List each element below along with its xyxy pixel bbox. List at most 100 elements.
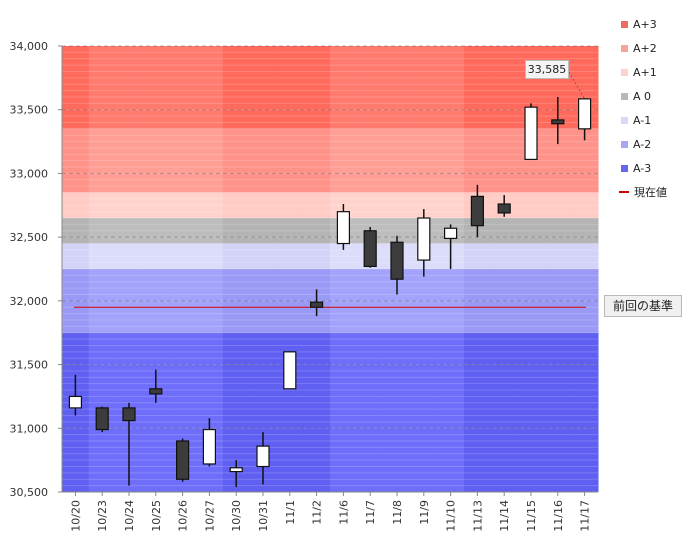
x-tick-label: 10/25 — [150, 500, 163, 532]
legend-swatch — [621, 20, 628, 28]
legend-item: A-1 — [621, 108, 667, 132]
band-a+2 — [169, 128, 197, 193]
y-tick-label: 31,500 — [10, 359, 49, 372]
y-tick-label: 34,000 — [10, 40, 49, 53]
band-a-3 — [571, 332, 599, 492]
band-a+3 — [330, 46, 358, 129]
band-a+1 — [249, 192, 277, 219]
candle-body-up — [336, 211, 350, 245]
band-a-3 — [464, 332, 492, 492]
band-a-1 — [490, 243, 519, 269]
band-a-2 — [517, 269, 545, 333]
band-a-3 — [410, 332, 438, 492]
x-tick-label: 11/6 — [337, 500, 350, 525]
x-tick-label: 10/31 — [257, 500, 270, 532]
legend-label: A 0 — [633, 89, 652, 103]
band-a-3 — [303, 332, 331, 492]
x-tick-label: 11/1 — [284, 500, 297, 525]
legend-swatch — [619, 191, 629, 193]
legend-item: 現在値 — [619, 180, 667, 204]
y-tick-label: 32,500 — [10, 231, 49, 244]
legend-swatch — [621, 92, 628, 100]
x-tick-label: 11/9 — [418, 500, 431, 525]
candle-body-down — [149, 388, 163, 395]
x-tick-label: 10/26 — [177, 500, 190, 532]
band-a+3 — [115, 46, 143, 129]
band-a+1 — [356, 192, 385, 219]
band-a+3 — [249, 46, 277, 129]
band-a+2 — [276, 128, 304, 193]
band-a+1 — [142, 192, 170, 219]
band-a-1 — [544, 243, 572, 269]
band-a+2 — [196, 128, 224, 193]
legend-label: A+2 — [633, 41, 657, 55]
band-a+3 — [437, 46, 465, 129]
band-a+2 — [142, 128, 170, 193]
band-a0 — [62, 218, 90, 244]
candle-body-down — [390, 241, 404, 280]
band-a+3 — [383, 46, 411, 129]
band-a+1 — [303, 192, 331, 219]
band-a0 — [222, 218, 251, 244]
band-a+2 — [303, 128, 331, 193]
band-a+2 — [464, 128, 492, 193]
band-a+3 — [142, 46, 170, 129]
band-a0 — [249, 218, 277, 244]
band-a-3 — [517, 332, 545, 492]
band-a-2 — [410, 269, 438, 333]
band-a+3 — [88, 46, 117, 129]
x-tick-label: 11/10 — [445, 500, 458, 532]
band-a+2 — [356, 128, 385, 193]
x-tick-label: 11/14 — [498, 500, 511, 532]
legend-item: A 0 — [621, 84, 667, 108]
legend-item: A+1 — [621, 60, 667, 84]
band-a-1 — [276, 243, 304, 269]
candle-body-up — [68, 395, 83, 409]
band-a-2 — [356, 269, 385, 333]
legend-swatch — [621, 68, 628, 76]
band-a+1 — [544, 192, 572, 219]
candle-body-down — [122, 407, 136, 422]
y-tick-label: 33,000 — [10, 167, 49, 180]
band-a+1 — [88, 192, 117, 219]
band-a-2 — [62, 269, 90, 333]
band-a-2 — [115, 269, 143, 333]
band-a0 — [544, 218, 572, 244]
band-a+3 — [276, 46, 304, 129]
reference-label: 前回の基準 — [604, 295, 682, 317]
legend-swatch — [621, 44, 628, 52]
band-a+3 — [464, 46, 492, 129]
band-a-1 — [517, 243, 545, 269]
y-tick-label: 32,000 — [10, 295, 49, 308]
band-a+2 — [437, 128, 465, 193]
band-a-2 — [276, 269, 304, 333]
band-a+3 — [303, 46, 331, 129]
band-a-3 — [196, 332, 224, 492]
band-a+1 — [276, 192, 304, 219]
legend-label: A-1 — [633, 113, 652, 127]
x-tick-label: 10/20 — [69, 500, 82, 532]
band-a-3 — [142, 332, 170, 492]
legend-swatch — [621, 116, 628, 124]
band-a+3 — [410, 46, 438, 129]
band-a+2 — [249, 128, 277, 193]
x-tick-label: 11/13 — [471, 500, 484, 532]
x-tick-label: 11/7 — [364, 500, 377, 525]
band-a+1 — [437, 192, 465, 219]
band-a+3 — [490, 46, 519, 129]
band-a+1 — [383, 192, 411, 219]
band-a-2 — [571, 269, 599, 333]
band-a0 — [303, 218, 331, 244]
x-tick-label: 10/23 — [96, 500, 109, 532]
band-a-2 — [142, 269, 170, 333]
x-tick-label: 10/27 — [203, 500, 216, 532]
band-a-1 — [196, 243, 224, 269]
band-a-1 — [88, 243, 117, 269]
band-a+2 — [383, 128, 411, 193]
band-a-1 — [142, 243, 170, 269]
band-a+2 — [62, 128, 90, 193]
candle-body-down — [497, 203, 511, 214]
band-a-1 — [249, 243, 277, 269]
y-tick-label: 30,500 — [10, 486, 49, 499]
x-tick-label: 11/17 — [579, 500, 592, 532]
